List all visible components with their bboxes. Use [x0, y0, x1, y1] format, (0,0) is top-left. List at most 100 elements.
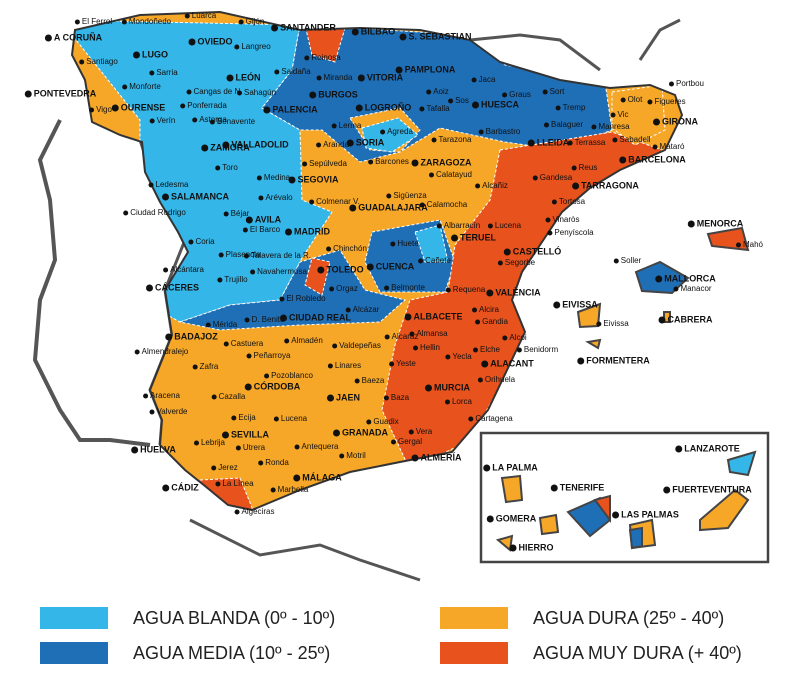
town-label: Trujillo — [224, 275, 248, 284]
town-label: Calatayud — [436, 170, 472, 179]
town-label: Astorga — [199, 115, 227, 124]
city-dot — [390, 439, 396, 445]
city-dot — [483, 464, 491, 472]
town-label: Ecija — [238, 413, 256, 422]
city-dot — [389, 361, 395, 367]
city-dot — [428, 172, 434, 178]
capital-label: PONTEVEDRA — [34, 88, 97, 98]
city-dot — [419, 202, 425, 208]
city-dot — [326, 246, 332, 252]
capital-label: ALACANT — [490, 358, 534, 368]
town-label: Alcoi — [509, 333, 527, 342]
town-label: Cazalla — [219, 392, 246, 401]
capital-label: OVIEDO — [197, 36, 232, 46]
city-dot — [527, 139, 535, 147]
city-dot — [316, 75, 322, 81]
capital-label: HUESCA — [481, 99, 520, 109]
city-dot — [122, 84, 128, 90]
legend-swatch — [40, 607, 108, 629]
city-dot — [223, 341, 229, 347]
town-label: Gijón — [246, 17, 265, 26]
town-label: Zafra — [200, 362, 219, 371]
capital-label: SANTANDER — [280, 22, 336, 32]
capital-label: PALENCIA — [272, 104, 318, 114]
city-dot — [244, 317, 250, 323]
capital-label: MADRID — [294, 226, 330, 236]
town-label: Olot — [628, 95, 643, 104]
town-label: Alcañiz — [482, 181, 508, 190]
city-dot — [163, 267, 169, 273]
city-dot — [245, 216, 253, 224]
capital-label: BILBAO — [361, 26, 396, 36]
city-dot — [293, 474, 301, 482]
town-label: Figueres — [654, 97, 685, 106]
city-dot — [193, 440, 199, 446]
town-label: Manacor — [680, 284, 711, 293]
capital-label: MALLORCA — [664, 273, 716, 283]
town-label: Alcaraz — [392, 332, 419, 341]
town-label: Ciudad Rodrigo — [130, 208, 186, 217]
city-dot — [411, 454, 419, 462]
city-dot — [509, 544, 517, 552]
city-dot — [431, 137, 437, 143]
town-label: Portbou — [676, 79, 704, 88]
city-dot — [366, 263, 374, 271]
city-dot — [346, 139, 354, 147]
town-label: Baeza — [362, 376, 385, 385]
legend-label: AGUA MEDIA (10º - 25º) — [133, 643, 330, 663]
capital-label: TENERIFE — [560, 482, 605, 492]
town-label: Soller — [621, 256, 642, 265]
town-label: Balaguer — [551, 120, 583, 129]
city-dot — [288, 176, 296, 184]
capital-label: MÁLAGA — [302, 472, 342, 482]
town-label: El Ferrol — [82, 17, 112, 26]
town-label: Cartagena — [475, 414, 513, 423]
city-dot — [327, 363, 333, 369]
town-label: Gandia — [482, 317, 508, 326]
capital-label: HUELVA — [140, 444, 176, 454]
city-dot — [553, 301, 561, 309]
islands — [495, 226, 757, 552]
canary-inset — [479, 431, 770, 564]
regions — [72, 12, 682, 510]
capital-label: MURCIA — [434, 382, 470, 392]
city-dot — [591, 124, 597, 130]
legend-swatch — [440, 607, 508, 629]
capital-label: LAS PALMAS — [621, 509, 679, 519]
city-dot — [368, 159, 374, 165]
city-dot — [121, 19, 127, 25]
town-label: Lucena — [495, 221, 522, 230]
town-label: Sigüenza — [393, 191, 427, 200]
capital-label: GUADALAJARA — [358, 202, 428, 212]
city-dot — [619, 156, 627, 164]
town-label: Eivissa — [603, 319, 629, 328]
capital-label: FUERTEVENTURA — [672, 484, 752, 494]
city-dot — [188, 239, 194, 245]
france-border — [469, 33, 601, 72]
town-label: Ponferrada — [187, 101, 227, 110]
city-dot — [89, 107, 95, 113]
city-dot — [284, 338, 290, 344]
city-dot — [44, 34, 52, 42]
capital-label: CIUDAD REAL — [289, 312, 352, 322]
city-dot — [236, 90, 242, 96]
city-dot — [475, 319, 481, 325]
city-dot — [658, 316, 666, 324]
city-dot — [475, 183, 481, 189]
city-dot — [468, 416, 474, 422]
capital-label: OURENSE — [121, 102, 166, 112]
town-label: Sepúlveda — [309, 159, 347, 168]
city-dot — [412, 345, 418, 351]
city-dot — [668, 81, 674, 87]
city-dot — [411, 159, 419, 167]
city-dot — [339, 453, 345, 459]
city-dot — [542, 89, 548, 95]
city-dot — [192, 117, 198, 123]
town-label: Verín — [157, 116, 176, 125]
town-label: Mataró — [660, 142, 685, 151]
city-dot — [149, 409, 155, 415]
city-dot — [123, 210, 129, 216]
town-label: Graus — [509, 90, 531, 99]
capital-label: VALLADOLID — [231, 139, 289, 149]
city-dot — [271, 24, 279, 32]
